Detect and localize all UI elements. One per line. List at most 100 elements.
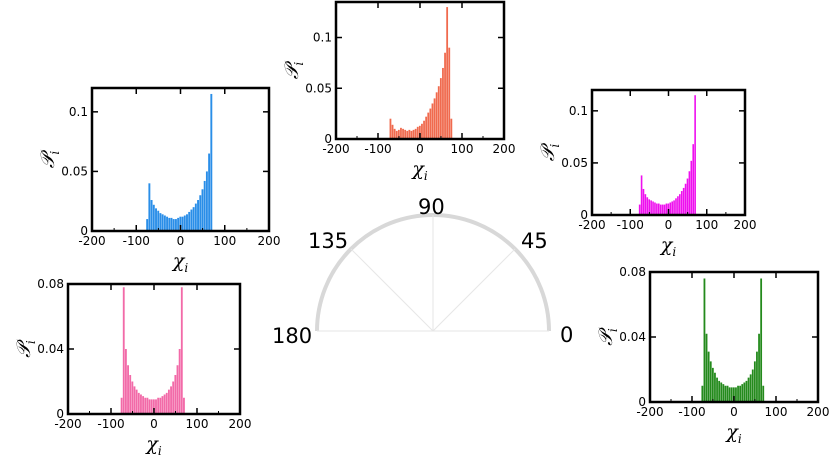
histogram-bar [421,123,423,139]
x-tick-label: 200 [734,218,757,232]
histogram-bar [448,47,451,139]
histogram-bar [714,372,716,402]
y-tick-label: 0 [580,208,588,222]
histogram-bar [638,204,641,215]
histogram-bar [416,126,419,139]
histogram-bar [148,183,151,231]
histogram-bar [166,216,169,231]
histogram-bar [659,204,662,215]
x-tick-label: 0 [730,405,738,419]
plot-frame [334,0,506,141]
histogram-bar [732,387,735,403]
histogram-panel-180: -200 -100 0 100 200 0 0.04 0.08 χi 𝒫i [13,277,251,458]
histogram-bar [122,287,125,414]
x-tick-label: 0 [416,142,424,156]
y-axis-label: 𝒫i [537,142,562,161]
histogram-bar [178,349,181,414]
x-tick-label: 200 [807,405,830,419]
x-axis-label: χi [144,433,162,458]
histogram-bar [730,387,733,403]
histogram-bar [650,200,652,215]
histogram-panel-0: -200 -100 0 100 200 0 0.04 0.08 χi 𝒫i [595,265,829,446]
x-axis-label: χi [724,421,742,446]
y-axis-label-subscript: i [48,151,62,155]
histogram-bar [656,203,658,215]
x-tick-label: 100 [213,234,236,248]
x-tick-label: -200 [78,234,105,248]
y-tick-label: 0.1 [569,104,588,118]
histogram-bar [159,397,162,414]
histogram-bar [682,187,685,215]
histogram-bar [179,216,182,231]
histogram-bar [684,183,687,215]
histogram-bar [397,129,400,139]
histogram-bar [183,215,186,231]
histogram-bar [433,98,436,139]
histogram-bar [146,219,149,231]
histogram-bar [188,211,191,231]
histogram-bar [163,394,166,414]
histogram-bar [152,204,155,231]
histogram-bar [657,203,660,215]
y-tick-label: 0.05 [61,164,88,178]
histogram-bar [194,203,197,231]
histogram-bar [404,129,407,139]
histogram-bar [201,189,204,231]
histogram-bar [442,67,444,139]
histogram-bar [758,333,760,402]
y-tick-label: 0.04 [619,330,646,344]
y-tick-label: 0 [56,407,64,421]
histogram-bar [172,381,175,414]
x-axis-label: χi [659,234,677,259]
histogram-bar [665,203,668,215]
histogram-bar [181,216,184,231]
x-axis-label-subscript: i [672,245,676,259]
histogram-bar [161,396,164,415]
histogram-bar [686,178,689,215]
histogram-bar [168,217,171,231]
x-axis-label-subscript: i [184,261,188,275]
histogram-bar [410,130,413,139]
histogram-bar [735,387,737,403]
histogram-bar [180,287,183,414]
histogram-bar [648,199,651,216]
y-axis-label: 𝒫i [281,60,306,79]
histogram-bar [726,385,729,402]
histogram-bar [737,385,739,402]
y-axis-label-subscript: i [24,340,38,344]
y-tick-label: 0.1 [313,31,332,45]
histogram-bar [393,128,396,139]
histogram-bar [395,130,398,139]
histogram-bar [157,397,160,414]
histogram-bar [418,125,421,139]
histogram-bar [208,153,211,231]
y-axis-label: 𝒫i [37,149,62,168]
histogram-bar [720,382,723,402]
histogram-bar [646,197,649,215]
plot-frame [90,86,271,233]
y-axis-label-subscript: i [292,62,306,66]
histogram-bar [176,365,179,414]
histogram-bar [167,389,170,415]
histogram-bar [133,386,136,415]
histogram-bar [150,200,153,231]
y-tick-label: 0.04 [37,342,64,356]
histogram-bar [146,397,149,414]
histogram-bar [450,118,453,139]
histogram-panel-45: -200 -100 0 100 200 0 0.05 0.1 χi 𝒫i [537,88,757,259]
histogram-bar [155,399,157,415]
histogram-bar [435,92,438,139]
histogram-bar [412,129,415,139]
histogram-bar [174,375,177,414]
histogram-bar [688,171,691,215]
histogram-bar [694,95,696,215]
histogram-bar [437,86,440,139]
histogram-bar [205,171,208,231]
histogram-panels: -200 -100 0 100 200 0 0.05 0.1 χi 𝒫i -200 -100 0 100 2… [13,0,829,458]
angle-label-90: 90 [418,195,445,219]
histogram-bar [703,278,706,402]
histogram-bar [190,209,193,231]
histogram-bar [644,194,647,215]
x-axis-label-subscript: i [424,169,428,183]
histogram-bar [673,200,675,215]
